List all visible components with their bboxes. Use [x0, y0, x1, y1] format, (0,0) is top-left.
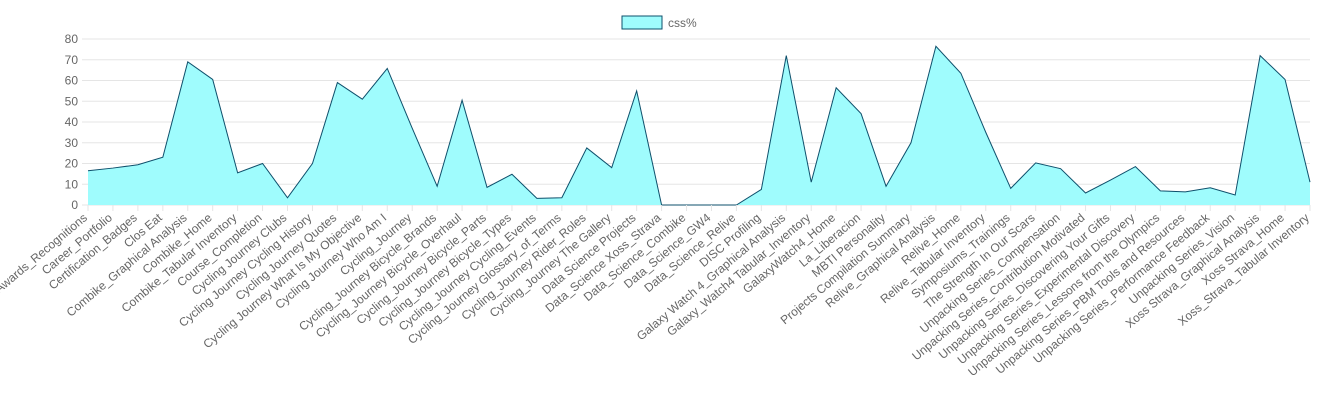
- data-point[interactable]: [634, 88, 640, 94]
- data-point[interactable]: [609, 165, 615, 171]
- data-point[interactable]: [559, 195, 565, 201]
- x-axis: Awards_RecognitionsCareer_PortfolioCerti…: [0, 205, 1312, 379]
- data-point[interactable]: [185, 59, 191, 65]
- data-point[interactable]: [933, 43, 939, 49]
- y-tick-label: 60: [65, 74, 79, 88]
- data-point[interactable]: [1157, 188, 1163, 194]
- y-tick-label: 40: [65, 115, 79, 129]
- data-point[interactable]: [983, 129, 989, 135]
- data-point[interactable]: [1107, 177, 1113, 183]
- y-tick-label: 20: [65, 157, 79, 171]
- data-point[interactable]: [534, 195, 540, 201]
- data-point[interactable]: [808, 179, 814, 185]
- data-point[interactable]: [459, 97, 465, 103]
- data-point[interactable]: [359, 96, 365, 102]
- data-point[interactable]: [584, 145, 590, 151]
- data-point[interactable]: [509, 171, 515, 177]
- series-area-fill: [88, 46, 1310, 206]
- data-point[interactable]: [160, 154, 166, 160]
- data-point[interactable]: [235, 170, 241, 176]
- series-line: [87, 45, 1311, 206]
- y-tick-label: 30: [65, 136, 79, 150]
- data-point[interactable]: [484, 184, 490, 190]
- data-point[interactable]: [758, 186, 764, 192]
- data-point[interactable]: [434, 183, 440, 189]
- data-point[interactable]: [309, 161, 315, 167]
- data-point[interactable]: [908, 140, 914, 146]
- legend[interactable]: css%: [621, 15, 697, 30]
- y-tick-label: 10: [65, 177, 79, 191]
- data-point[interactable]: [958, 70, 964, 76]
- data-point[interactable]: [334, 80, 340, 86]
- data-point[interactable]: [409, 125, 415, 131]
- data-point[interactable]: [260, 161, 266, 167]
- data-point[interactable]: [1282, 76, 1288, 82]
- data-point[interactable]: [384, 65, 390, 71]
- series-area-layer: [85, 43, 1313, 206]
- data-point[interactable]: [1033, 160, 1039, 166]
- data-point[interactable]: [85, 168, 91, 174]
- data-point[interactable]: [858, 111, 864, 117]
- data-point[interactable]: [285, 195, 291, 201]
- data-point[interactable]: [210, 76, 216, 82]
- data-point[interactable]: [135, 162, 141, 168]
- data-point[interactable]: [1257, 53, 1263, 59]
- legend-label[interactable]: css%: [668, 16, 697, 30]
- legend-swatch[interactable]: [621, 15, 663, 30]
- data-point[interactable]: [1132, 164, 1138, 170]
- data-point[interactable]: [1058, 166, 1064, 172]
- data-point[interactable]: [110, 165, 116, 171]
- data-point[interactable]: [783, 53, 789, 59]
- y-tick-label: 0: [71, 198, 78, 212]
- y-tick-label: 70: [65, 53, 79, 67]
- data-point[interactable]: [1232, 192, 1238, 198]
- data-point[interactable]: [1008, 185, 1014, 191]
- y-tick-label: 80: [65, 32, 79, 46]
- data-point[interactable]: [1307, 179, 1313, 185]
- y-tick-label: 50: [65, 94, 79, 108]
- y-axis: 0 10 20 30 40 50 60 70 80: [65, 32, 79, 212]
- data-point[interactable]: [1182, 189, 1188, 195]
- data-point[interactable]: [1207, 185, 1213, 191]
- data-point[interactable]: [883, 183, 889, 189]
- data-point[interactable]: [833, 85, 839, 91]
- data-point[interactable]: [1083, 190, 1089, 196]
- grid-lines: [82, 38, 1310, 206]
